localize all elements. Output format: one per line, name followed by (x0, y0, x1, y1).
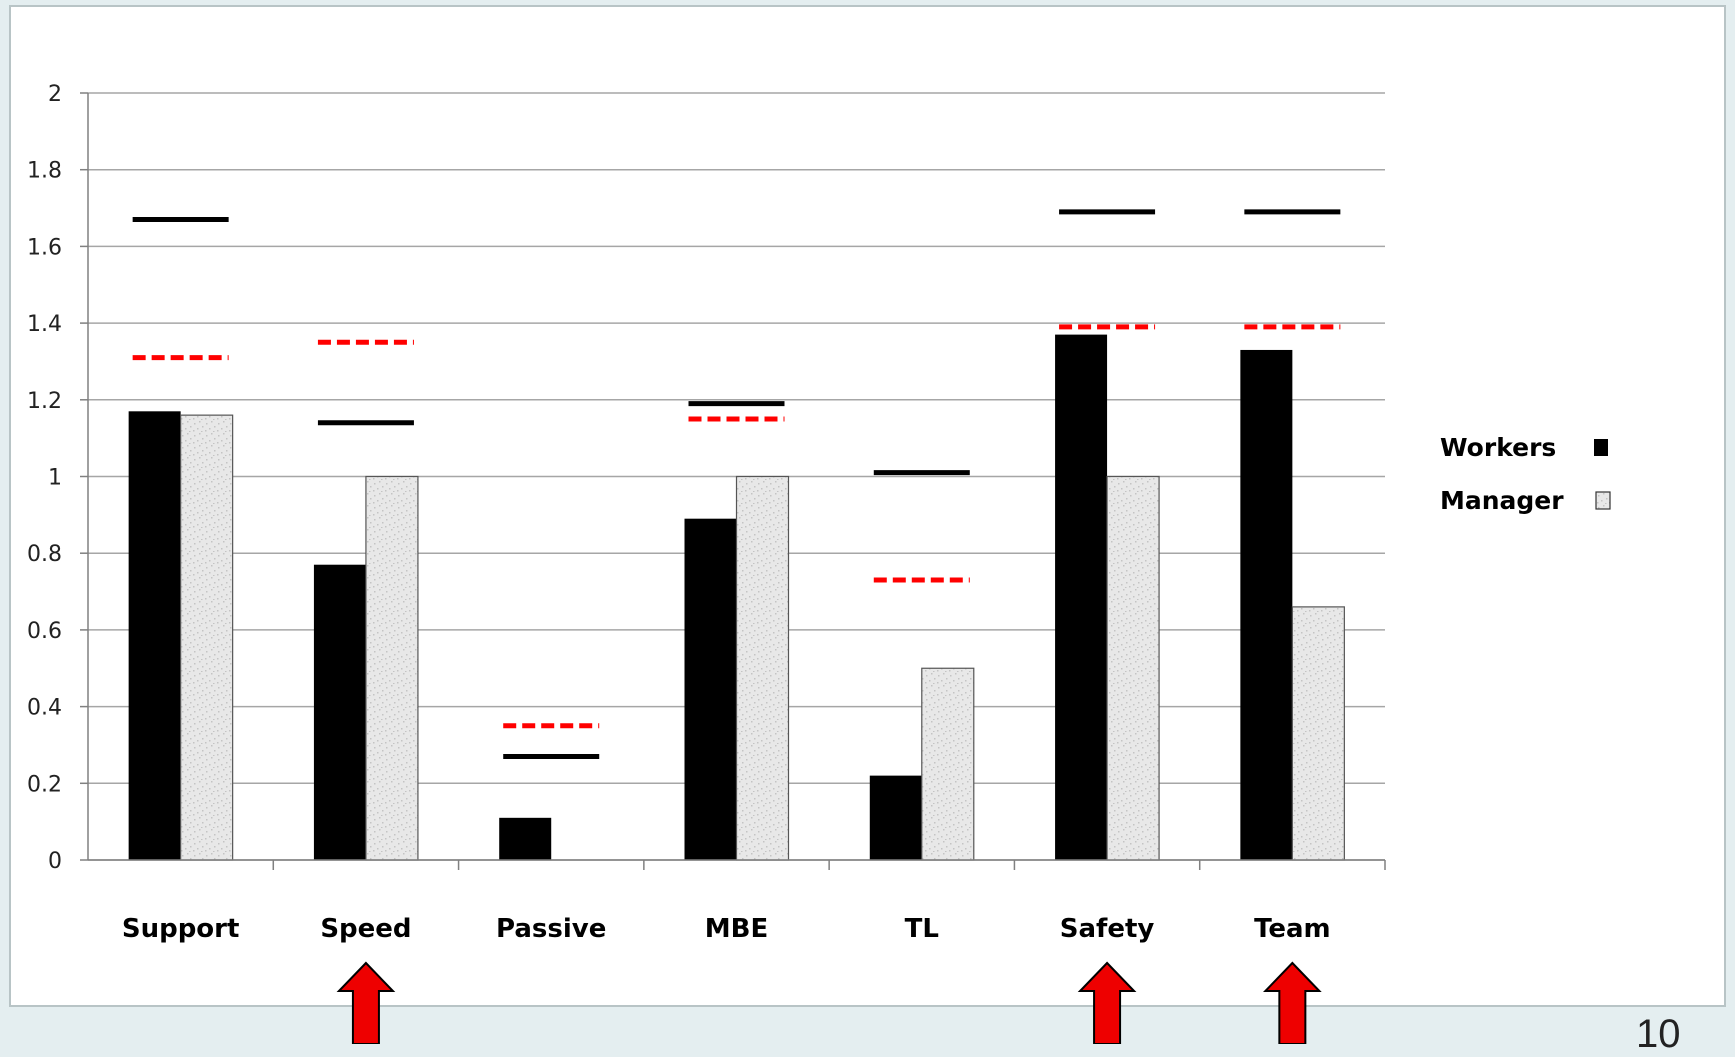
axes: 0 0.2 0.4 0.6 0.8 1 1.2 1.4 1.6 1.8 2 Support Speed P… (27, 82, 1386, 944)
legend-label: Manager (1440, 486, 1564, 515)
bar-workers (128, 411, 181, 860)
legend-swatch-manager (1595, 491, 1611, 510)
bar-workers (684, 518, 737, 860)
bar-manager (921, 667, 975, 861)
y-tick-label: 1.2 (27, 389, 62, 414)
x-tick-label: Team (1254, 914, 1331, 944)
bar-manager (180, 414, 234, 861)
y-tick-label: 0.4 (27, 696, 62, 721)
x-tick-label: Speed (320, 914, 411, 944)
y-tick-label: 0.6 (27, 619, 62, 644)
x-tick-label: Safety (1060, 914, 1155, 944)
bar-workers (313, 564, 366, 860)
bar-manager (1106, 475, 1160, 861)
y-tick-label: 2 (48, 82, 62, 107)
legend-label: Workers (1440, 433, 1556, 462)
bar-workers (1240, 349, 1293, 860)
chart-frame (9, 5, 1726, 1007)
x-tick-label: MBE (705, 914, 768, 944)
slide-number: 10 (1636, 1012, 1681, 1056)
y-tick-label: 0.8 (27, 542, 62, 567)
x-tick-label: TL (905, 914, 939, 944)
reference-lines (132, 209, 1341, 759)
x-tick-label: Support (122, 914, 240, 944)
y-tick-label: 1 (48, 466, 62, 491)
bar-workers (1055, 334, 1108, 861)
y-tick-label: 0.2 (27, 772, 62, 797)
bar-manager (365, 475, 419, 861)
bar-workers (499, 817, 552, 860)
x-tick-label: Passive (496, 914, 606, 944)
y-tick-label: 1.6 (27, 235, 62, 260)
bar-manager (735, 475, 790, 861)
bar-workers (869, 775, 922, 860)
y-tick-label: 1.8 (27, 159, 62, 184)
bars (128, 334, 1345, 861)
legend: Workers Manager (1440, 433, 1611, 515)
legend-swatch-workers (1594, 439, 1608, 456)
y-tick-label: 0 (48, 849, 62, 874)
y-tick-label: 1.4 (27, 312, 62, 337)
bar-manager (1291, 606, 1345, 861)
